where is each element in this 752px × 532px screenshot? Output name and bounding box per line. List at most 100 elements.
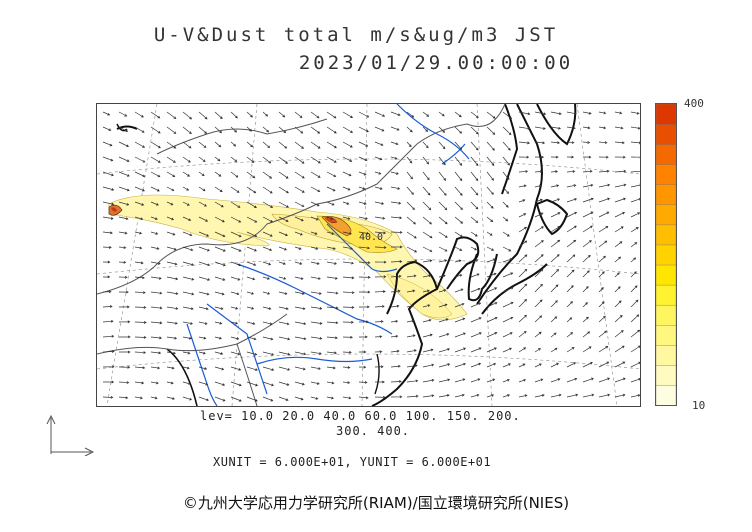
wind-arrow bbox=[630, 126, 640, 130]
wind-arrow bbox=[134, 156, 146, 163]
wind-arrow bbox=[598, 111, 607, 115]
wind-arrow bbox=[422, 348, 434, 353]
wind-arrow bbox=[406, 111, 415, 118]
wind-arrow bbox=[566, 317, 573, 323]
wind-arrow bbox=[310, 351, 322, 355]
wind-arrow bbox=[438, 171, 447, 181]
wind-arrow bbox=[310, 381, 320, 385]
wind-arrow bbox=[326, 156, 337, 163]
wind-arrow bbox=[246, 141, 254, 148]
wind-arrow bbox=[614, 226, 624, 233]
wind-arrow bbox=[566, 377, 578, 383]
wind-arrow bbox=[598, 240, 608, 248]
wind-arrow bbox=[598, 155, 609, 159]
wind-arrow bbox=[518, 226, 527, 233]
wind-arrow bbox=[198, 321, 208, 325]
wind-arrow bbox=[470, 273, 480, 278]
wind-arrow bbox=[278, 291, 288, 295]
wind-arrow bbox=[118, 171, 130, 177]
wind-arrow bbox=[358, 246, 370, 250]
wind-arrow bbox=[326, 321, 339, 325]
wind-arrow bbox=[342, 141, 353, 148]
wind-arrow bbox=[262, 141, 271, 149]
wind-arrow bbox=[422, 246, 433, 253]
wind-arrow bbox=[294, 261, 303, 265]
colorbar-band bbox=[655, 103, 677, 125]
wind-arrow bbox=[422, 318, 432, 323]
wind-arrow bbox=[614, 141, 625, 145]
wind-arrow bbox=[230, 201, 241, 208]
wind-arrow bbox=[566, 211, 578, 218]
wind-arrow bbox=[454, 201, 463, 211]
wind-arrow bbox=[118, 365, 131, 369]
wind-arrow bbox=[390, 126, 400, 131]
wind-arrow bbox=[518, 240, 528, 248]
wind-arrow bbox=[342, 335, 353, 339]
wind-arrow bbox=[614, 361, 626, 368]
wind-arrow bbox=[438, 393, 450, 398]
wind-arrow bbox=[598, 211, 610, 218]
wind-arrow bbox=[518, 268, 528, 278]
wind-arrow bbox=[278, 126, 287, 134]
wind-arrow bbox=[118, 201, 130, 206]
wind-arrow bbox=[422, 363, 435, 368]
wind-arrow bbox=[182, 156, 191, 163]
wind-arrow bbox=[342, 246, 354, 250]
wind-arrow bbox=[406, 289, 416, 293]
colorbar-min-label: 10 bbox=[692, 399, 706, 412]
wind-arrow bbox=[118, 246, 127, 250]
wind-arrow bbox=[438, 289, 447, 293]
wind-arrow bbox=[182, 201, 190, 206]
wind-arrow bbox=[198, 111, 208, 120]
wind-arrow bbox=[534, 254, 544, 263]
wind-arrow bbox=[134, 186, 145, 192]
wind-arrow bbox=[118, 305, 130, 309]
wind-arrow bbox=[310, 216, 319, 221]
wind-arrow bbox=[134, 261, 144, 265]
colorbar-band bbox=[655, 384, 677, 406]
wind-arrow bbox=[278, 336, 291, 341]
wind-arrow bbox=[230, 366, 242, 371]
wind-arrow bbox=[214, 351, 224, 355]
wind-arrow bbox=[198, 216, 209, 222]
wind-arrow bbox=[598, 197, 611, 203]
wind-arrow bbox=[358, 156, 368, 162]
wind-arrow bbox=[470, 126, 479, 135]
wind-arrow bbox=[294, 396, 304, 401]
wind-arrow bbox=[278, 201, 289, 208]
wind-arrow bbox=[262, 216, 274, 223]
wind-arrow bbox=[454, 186, 463, 196]
wind-arrow bbox=[598, 330, 608, 338]
wind-arrow bbox=[598, 377, 611, 383]
wind-arrow bbox=[582, 111, 592, 115]
wind-arrow bbox=[582, 197, 594, 203]
wind-arrow bbox=[230, 321, 239, 325]
wind-arrow bbox=[486, 301, 498, 308]
wind-arrow bbox=[630, 271, 637, 278]
wind-arrow bbox=[582, 393, 595, 398]
colorbar-max-label: 400 bbox=[684, 97, 704, 110]
wind-arrow bbox=[342, 381, 351, 385]
wind-arrow bbox=[582, 211, 594, 218]
wind-arrow bbox=[486, 287, 498, 293]
wind-arrow bbox=[118, 111, 128, 117]
wind-arrow bbox=[294, 381, 305, 386]
wind-arrow bbox=[342, 231, 352, 235]
wind-arrow bbox=[390, 156, 398, 160]
wind-arrow bbox=[630, 111, 640, 115]
wind-arrow bbox=[582, 331, 591, 338]
wind-arrow bbox=[294, 126, 304, 134]
wind-arrow bbox=[502, 126, 512, 136]
wind-arrow bbox=[422, 216, 432, 225]
wind-arrow bbox=[326, 246, 336, 250]
wind-arrow bbox=[278, 396, 289, 401]
wind-arrow bbox=[518, 184, 527, 188]
wind-arrow bbox=[294, 156, 305, 164]
wind-arrow bbox=[166, 276, 179, 281]
wind-arrow bbox=[342, 171, 352, 177]
wind-arrow bbox=[182, 216, 192, 222]
colorbar-band bbox=[655, 264, 677, 286]
wind-arrow bbox=[166, 336, 178, 340]
wind-arrow bbox=[166, 216, 175, 221]
wind-arrow bbox=[246, 156, 255, 163]
